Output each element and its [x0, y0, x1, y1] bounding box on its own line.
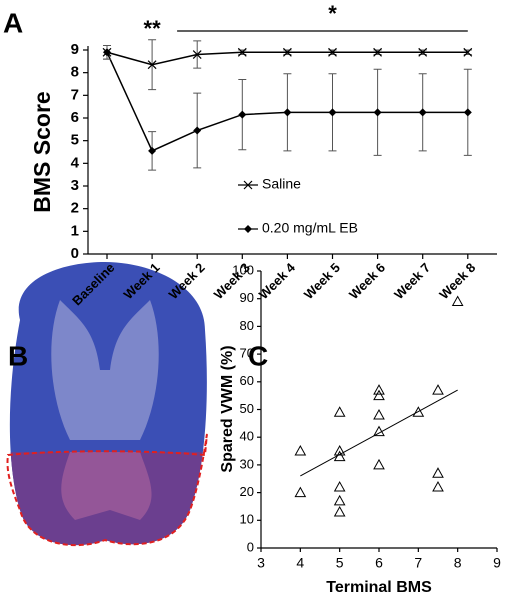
- panel-label: A: [3, 7, 23, 38]
- y-tick-label: 6: [71, 109, 79, 126]
- point: [373, 409, 385, 420]
- y-tick-label: 4: [71, 154, 80, 171]
- marker: [282, 47, 292, 57]
- panel-label: B: [8, 340, 28, 371]
- y-tick-label: 20: [240, 484, 254, 499]
- point: [432, 481, 444, 492]
- panel-label: C: [248, 340, 268, 371]
- y-tick-label: 1: [71, 222, 79, 239]
- y-tick-label: 0: [71, 245, 79, 262]
- x-tick-label: 5: [336, 555, 344, 571]
- point: [373, 458, 385, 470]
- marker: [463, 47, 473, 57]
- point: [412, 406, 425, 417]
- marker: [418, 47, 428, 57]
- y-tick-label: 8: [71, 64, 79, 81]
- marker: [283, 108, 292, 117]
- x-tick-label: Week 5: [301, 260, 343, 302]
- marker: [237, 47, 247, 57]
- point: [333, 450, 346, 462]
- point: [432, 384, 444, 395]
- point: [333, 406, 346, 417]
- marker: [463, 108, 472, 117]
- marker: [103, 48, 111, 57]
- annotation: *: [328, 1, 337, 26]
- x-tick-label: 8: [454, 555, 462, 571]
- legend-marker: [244, 225, 252, 233]
- point: [333, 494, 346, 506]
- x-tick-label: Week 6: [346, 260, 388, 302]
- point: [333, 505, 346, 517]
- y-axis-label: Spared VWM (%): [219, 345, 236, 472]
- y-tick-label: 40: [240, 429, 254, 444]
- annotation: **: [144, 16, 162, 41]
- y-axis-label: BMS Score: [29, 91, 55, 212]
- marker: [373, 108, 382, 117]
- point: [373, 425, 385, 437]
- x-tick-label: Week 7: [391, 260, 433, 302]
- point: [373, 389, 385, 401]
- point: [294, 445, 307, 456]
- y-tick-label: 60: [240, 373, 254, 388]
- trend-line: [300, 389, 458, 477]
- x-tick-label: 6: [375, 555, 383, 571]
- marker: [373, 47, 383, 57]
- y-tick-label: 80: [240, 318, 254, 333]
- legend-marker: [243, 180, 253, 190]
- point: [294, 486, 307, 498]
- point: [451, 295, 464, 306]
- y-tick-label: 100: [232, 262, 254, 277]
- marker: [238, 110, 247, 119]
- y-tick-label: 50: [240, 401, 254, 416]
- y-tick-label: 10: [240, 512, 254, 527]
- y-tick-label: 90: [240, 290, 254, 305]
- marker: [418, 108, 427, 117]
- y-tick-label: 2: [71, 200, 79, 217]
- point: [432, 467, 444, 478]
- x-tick-label: Week 8: [436, 260, 478, 302]
- x-tick-label: 9: [493, 555, 501, 571]
- y-tick-label: 7: [71, 86, 79, 103]
- marker: [192, 50, 202, 59]
- legend-label: Saline: [262, 176, 301, 192]
- x-tick-label: Week 4: [256, 259, 299, 302]
- marker: [193, 126, 202, 135]
- point: [333, 445, 346, 456]
- marker: [328, 47, 337, 57]
- marker: [328, 108, 337, 117]
- x-tick-label: 7: [414, 555, 422, 571]
- x-axis-label: Terminal BMS: [326, 579, 432, 596]
- y-tick-label: 5: [71, 132, 79, 149]
- point: [333, 481, 346, 492]
- y-tick-label: 30: [240, 456, 254, 471]
- y-tick-label: 70: [240, 346, 254, 361]
- x-tick-label: 4: [296, 555, 304, 571]
- point: [373, 384, 385, 395]
- tissue-image: [6, 262, 208, 547]
- y-tick-label: 0: [247, 539, 254, 554]
- y-tick-label: 3: [71, 177, 79, 194]
- legend-label: 0.20 mg/mL EB: [262, 220, 358, 236]
- y-tick-label: 9: [71, 41, 79, 58]
- marker: [147, 60, 157, 70]
- marker: [148, 146, 157, 155]
- x-tick-label: 3: [257, 555, 265, 571]
